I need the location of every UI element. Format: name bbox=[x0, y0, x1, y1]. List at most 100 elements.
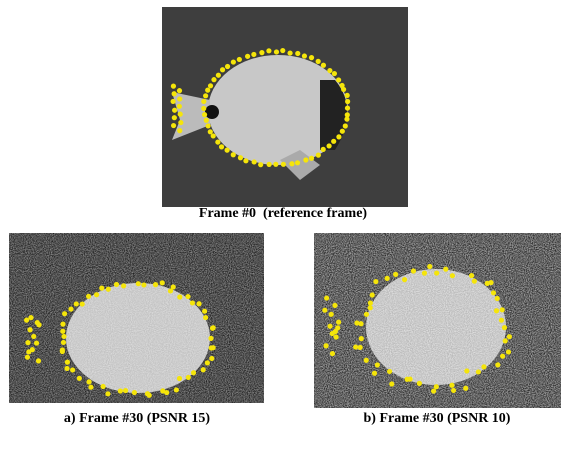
contour-point bbox=[503, 338, 508, 343]
contour-point bbox=[105, 391, 110, 396]
contour-point bbox=[336, 77, 341, 82]
contour-point bbox=[99, 286, 104, 291]
contour-point bbox=[327, 143, 332, 148]
contour-point bbox=[243, 158, 248, 163]
contour-point bbox=[36, 358, 41, 363]
contour-point bbox=[274, 49, 279, 54]
contour-point bbox=[469, 273, 474, 278]
contour-point bbox=[74, 301, 79, 306]
contour-point bbox=[506, 349, 511, 354]
contour-point bbox=[502, 325, 507, 330]
contour-point bbox=[216, 73, 221, 78]
contour-point bbox=[295, 160, 300, 165]
contour-point bbox=[345, 93, 350, 98]
contour-point bbox=[322, 308, 327, 313]
contour-point bbox=[177, 88, 182, 93]
contour-point bbox=[30, 347, 35, 352]
contour-point bbox=[472, 279, 477, 284]
contour-point bbox=[65, 360, 70, 365]
contour-point bbox=[215, 139, 220, 144]
contour-point bbox=[86, 294, 91, 299]
contour-point bbox=[411, 268, 416, 273]
contour-point bbox=[449, 383, 454, 388]
contour-point bbox=[186, 375, 191, 380]
contour-point bbox=[450, 273, 455, 278]
contour-point bbox=[259, 50, 264, 55]
contour-point bbox=[495, 296, 500, 301]
contour-point bbox=[62, 311, 67, 316]
contour-point bbox=[295, 51, 300, 56]
frame-psnr15 bbox=[9, 233, 264, 403]
contour-point bbox=[316, 153, 321, 158]
contour-point bbox=[177, 294, 182, 299]
contour-point bbox=[60, 347, 65, 352]
contour-point bbox=[88, 385, 93, 390]
contour-point bbox=[68, 306, 73, 311]
contour-point bbox=[145, 391, 150, 396]
contour-point bbox=[333, 329, 338, 334]
caption: b) Frame #30 (PSNR 10) bbox=[300, 411, 566, 427]
contour-point bbox=[389, 381, 394, 386]
contour-point bbox=[372, 371, 377, 376]
contour-point bbox=[36, 322, 41, 327]
contour-point bbox=[358, 345, 363, 350]
contour-point bbox=[177, 104, 182, 109]
contour-point bbox=[499, 318, 504, 323]
figure bbox=[0, 0, 566, 461]
contour-point bbox=[209, 356, 214, 361]
contour-point bbox=[309, 55, 314, 60]
contour-point bbox=[220, 67, 225, 72]
contour-point bbox=[245, 54, 250, 59]
contour-point bbox=[60, 322, 65, 327]
contour-point bbox=[27, 327, 32, 332]
contour-point bbox=[201, 367, 206, 372]
contour-point bbox=[201, 99, 206, 104]
contour-point bbox=[177, 376, 182, 381]
contour-point bbox=[500, 307, 505, 312]
contour-point bbox=[303, 157, 308, 162]
contour-point bbox=[172, 91, 177, 96]
contour-point bbox=[464, 368, 469, 373]
frame-psnr10 bbox=[314, 233, 561, 408]
contour-point bbox=[61, 340, 66, 345]
contour-point bbox=[334, 334, 339, 339]
contour-point bbox=[280, 48, 285, 53]
contour-point bbox=[77, 376, 82, 381]
contour-point bbox=[208, 83, 213, 88]
contour-point bbox=[364, 358, 369, 363]
contour-point bbox=[231, 152, 236, 157]
contour-point bbox=[336, 320, 341, 325]
contour-point bbox=[25, 340, 30, 345]
contour-point bbox=[191, 370, 196, 375]
contour-point bbox=[336, 134, 341, 139]
contour-point bbox=[123, 388, 128, 393]
contour-point bbox=[25, 355, 30, 360]
contour-point bbox=[132, 390, 137, 395]
contour-point bbox=[211, 77, 216, 82]
contour-point bbox=[211, 345, 216, 350]
contour-point bbox=[160, 280, 165, 285]
contour-point bbox=[238, 155, 243, 160]
contour-point bbox=[171, 84, 176, 89]
contour-point bbox=[172, 115, 177, 120]
contour-point bbox=[237, 57, 242, 62]
contour-point bbox=[309, 156, 314, 161]
contour-point bbox=[24, 318, 29, 323]
contour-point bbox=[273, 162, 278, 167]
contour-point bbox=[211, 325, 216, 330]
contour-point bbox=[203, 315, 208, 320]
caption: a) Frame #30 (PSNR 15) bbox=[0, 411, 274, 427]
contour-point bbox=[174, 387, 179, 392]
contour-point bbox=[343, 123, 348, 128]
contour-point bbox=[495, 362, 500, 367]
contour-point bbox=[481, 364, 486, 369]
contour-point bbox=[387, 369, 392, 374]
contour-point bbox=[359, 336, 364, 341]
contour-point bbox=[434, 384, 439, 389]
contour-point bbox=[266, 48, 271, 53]
contour-point bbox=[358, 321, 363, 326]
contour-point bbox=[332, 303, 337, 308]
contour-point bbox=[364, 312, 369, 317]
contour-point bbox=[463, 386, 468, 391]
contour-point bbox=[341, 87, 346, 92]
